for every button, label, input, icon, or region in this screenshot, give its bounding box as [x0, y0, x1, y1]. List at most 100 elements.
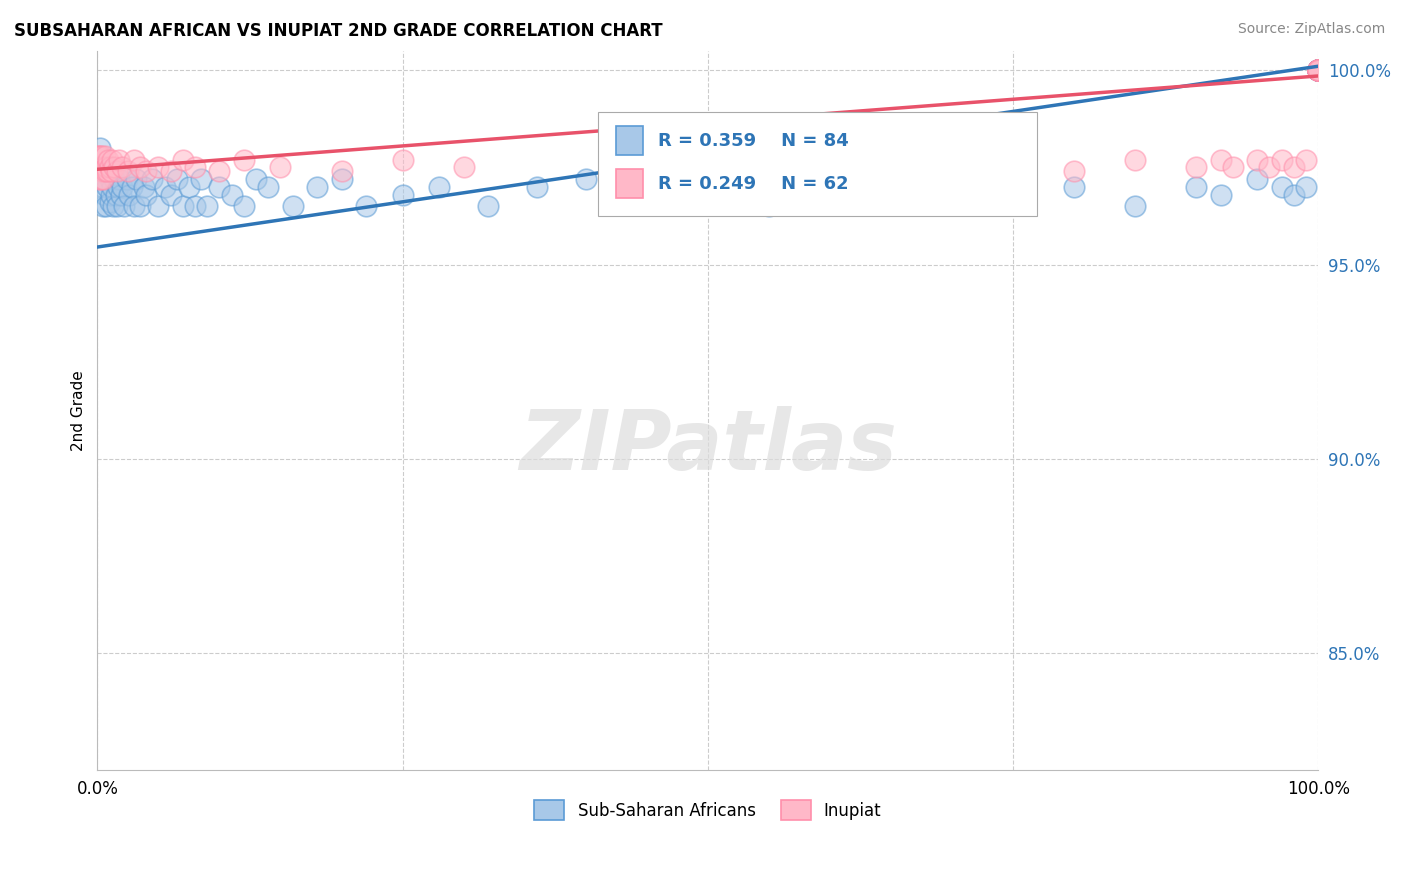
- Point: [1308, 63, 1330, 78]
- Point: [91, 172, 114, 186]
- Point: [153, 179, 176, 194]
- Point: [86, 161, 108, 175]
- Point: [269, 161, 291, 175]
- Point: [1002, 187, 1025, 202]
- Point: [132, 179, 155, 194]
- Point: [1308, 63, 1330, 78]
- Point: [105, 199, 128, 213]
- Point: [818, 179, 841, 194]
- Point: [758, 199, 780, 213]
- Point: [94, 199, 117, 213]
- Point: [105, 164, 128, 178]
- Point: [1308, 63, 1330, 78]
- Point: [129, 199, 152, 213]
- Point: [90, 172, 112, 186]
- Point: [89, 141, 111, 155]
- Point: [1308, 63, 1330, 78]
- Point: [103, 199, 125, 213]
- Point: [117, 164, 139, 178]
- Point: [427, 179, 450, 194]
- Point: [941, 161, 963, 175]
- Point: [108, 153, 131, 167]
- Point: [281, 199, 304, 213]
- Point: [86, 149, 108, 163]
- Point: [111, 161, 134, 175]
- Point: [1308, 63, 1330, 78]
- Point: [91, 149, 114, 163]
- Point: [257, 179, 280, 194]
- Text: R = 0.249    N = 62: R = 0.249 N = 62: [658, 175, 848, 193]
- Point: [1295, 179, 1317, 194]
- Point: [696, 187, 718, 202]
- Point: [101, 153, 124, 167]
- Point: [166, 172, 188, 186]
- Point: [172, 199, 194, 213]
- Point: [1246, 153, 1268, 167]
- Point: [100, 164, 122, 178]
- Text: SUBSAHARAN AFRICAN VS INUPIAT 2ND GRADE CORRELATION CHART: SUBSAHARAN AFRICAN VS INUPIAT 2ND GRADE …: [14, 22, 662, 40]
- Point: [195, 199, 218, 213]
- Point: [1282, 161, 1305, 175]
- Point: [941, 179, 963, 194]
- Point: [87, 149, 110, 163]
- Point: [208, 179, 231, 194]
- Point: [93, 161, 115, 175]
- Point: [103, 172, 125, 186]
- Point: [1308, 63, 1330, 78]
- Y-axis label: 2nd Grade: 2nd Grade: [72, 370, 86, 450]
- Text: ZIPatlas: ZIPatlas: [519, 406, 897, 487]
- Point: [96, 164, 118, 178]
- Point: [1308, 63, 1330, 78]
- Point: [1308, 63, 1330, 78]
- Point: [477, 199, 499, 213]
- Point: [148, 199, 170, 213]
- Point: [93, 187, 115, 202]
- Point: [141, 172, 163, 186]
- Point: [94, 161, 117, 175]
- Point: [391, 187, 413, 202]
- Point: [1271, 179, 1294, 194]
- FancyBboxPatch shape: [616, 169, 643, 198]
- Point: [1308, 63, 1330, 78]
- Point: [1308, 63, 1330, 78]
- Point: [122, 199, 145, 213]
- Point: [93, 164, 115, 178]
- Point: [107, 179, 129, 194]
- Point: [177, 179, 200, 194]
- Point: [1063, 164, 1085, 178]
- Point: [1258, 161, 1281, 175]
- Point: [1209, 187, 1232, 202]
- Point: [121, 179, 143, 194]
- Point: [135, 164, 157, 178]
- Point: [330, 164, 353, 178]
- Point: [354, 199, 377, 213]
- Point: [103, 161, 125, 175]
- Point: [526, 179, 548, 194]
- Point: [98, 195, 121, 210]
- Point: [159, 187, 181, 202]
- Point: [1271, 153, 1294, 167]
- Point: [1308, 63, 1330, 78]
- Point: [89, 149, 111, 163]
- Point: [453, 161, 475, 175]
- Point: [1002, 153, 1025, 167]
- Point: [135, 187, 157, 202]
- Point: [94, 172, 117, 186]
- Point: [1185, 179, 1208, 194]
- Point: [112, 199, 135, 213]
- Point: [330, 172, 353, 186]
- Point: [129, 161, 152, 175]
- Legend: Sub-Saharan Africans, Inupiat: Sub-Saharan Africans, Inupiat: [527, 794, 889, 826]
- Point: [159, 164, 181, 178]
- Point: [208, 164, 231, 178]
- Point: [1308, 63, 1330, 78]
- Point: [93, 161, 115, 175]
- Point: [184, 199, 207, 213]
- Text: R = 0.359    N = 84: R = 0.359 N = 84: [658, 132, 848, 150]
- Point: [90, 161, 112, 175]
- Point: [232, 199, 254, 213]
- Point: [108, 172, 131, 186]
- Point: [1222, 161, 1244, 175]
- Point: [98, 161, 121, 175]
- Point: [93, 199, 115, 213]
